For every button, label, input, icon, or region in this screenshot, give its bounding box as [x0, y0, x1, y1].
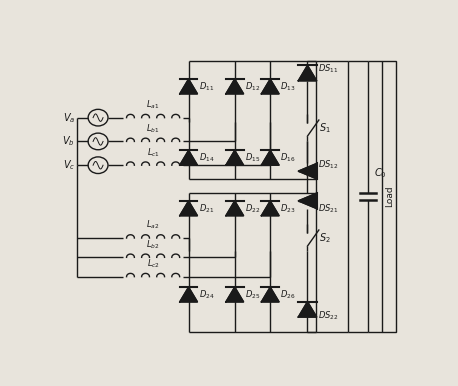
Text: $D_{26}$: $D_{26}$: [280, 288, 296, 301]
Text: $D_{14}$: $D_{14}$: [198, 152, 214, 164]
Text: $V_b$: $V_b$: [62, 135, 75, 148]
Polygon shape: [262, 201, 279, 216]
Text: $L_{a1}$: $L_{a1}$: [147, 98, 160, 111]
Text: $S_1$: $S_1$: [319, 121, 331, 135]
Polygon shape: [298, 193, 317, 208]
Polygon shape: [180, 287, 197, 302]
Text: $L_{c1}$: $L_{c1}$: [147, 146, 159, 159]
Polygon shape: [298, 301, 317, 317]
Polygon shape: [262, 287, 279, 302]
Polygon shape: [262, 79, 279, 94]
Polygon shape: [180, 150, 197, 165]
Text: $D_{11}$: $D_{11}$: [198, 80, 214, 93]
Text: $D_{23}$: $D_{23}$: [280, 202, 296, 215]
Text: $D_{24}$: $D_{24}$: [198, 288, 214, 301]
Polygon shape: [262, 150, 279, 165]
Text: $DS_{22}$: $DS_{22}$: [318, 310, 339, 322]
Bar: [382, 61, 396, 332]
Text: $V_c$: $V_c$: [63, 158, 75, 172]
Polygon shape: [298, 163, 317, 179]
Polygon shape: [226, 287, 244, 302]
Text: $D_{25}$: $D_{25}$: [245, 288, 260, 301]
Polygon shape: [226, 150, 244, 165]
Polygon shape: [226, 79, 244, 94]
Polygon shape: [180, 79, 197, 94]
Text: $L_{a2}$: $L_{a2}$: [147, 219, 160, 232]
Text: $L_{b1}$: $L_{b1}$: [146, 122, 160, 135]
Text: $DS_{12}$: $DS_{12}$: [318, 159, 339, 171]
Text: $D_{16}$: $D_{16}$: [280, 152, 296, 164]
Text: $V_a$: $V_a$: [63, 111, 75, 125]
Polygon shape: [180, 201, 197, 216]
Text: $D_{13}$: $D_{13}$: [280, 80, 296, 93]
Polygon shape: [298, 65, 317, 81]
Text: $D_{15}$: $D_{15}$: [245, 152, 260, 164]
Text: $DS_{11}$: $DS_{11}$: [318, 63, 339, 75]
Text: $D_{12}$: $D_{12}$: [245, 80, 260, 93]
Text: $S_2$: $S_2$: [319, 231, 331, 245]
Text: $DS_{21}$: $DS_{21}$: [318, 202, 339, 215]
Text: $C_0$: $C_0$: [374, 166, 387, 179]
Text: $L_{c2}$: $L_{c2}$: [147, 257, 159, 270]
Text: $L_{b2}$: $L_{b2}$: [146, 238, 160, 251]
Text: $D_{21}$: $D_{21}$: [198, 202, 214, 215]
Polygon shape: [226, 201, 244, 216]
Text: $D_{22}$: $D_{22}$: [245, 202, 260, 215]
Text: Load: Load: [385, 186, 393, 207]
